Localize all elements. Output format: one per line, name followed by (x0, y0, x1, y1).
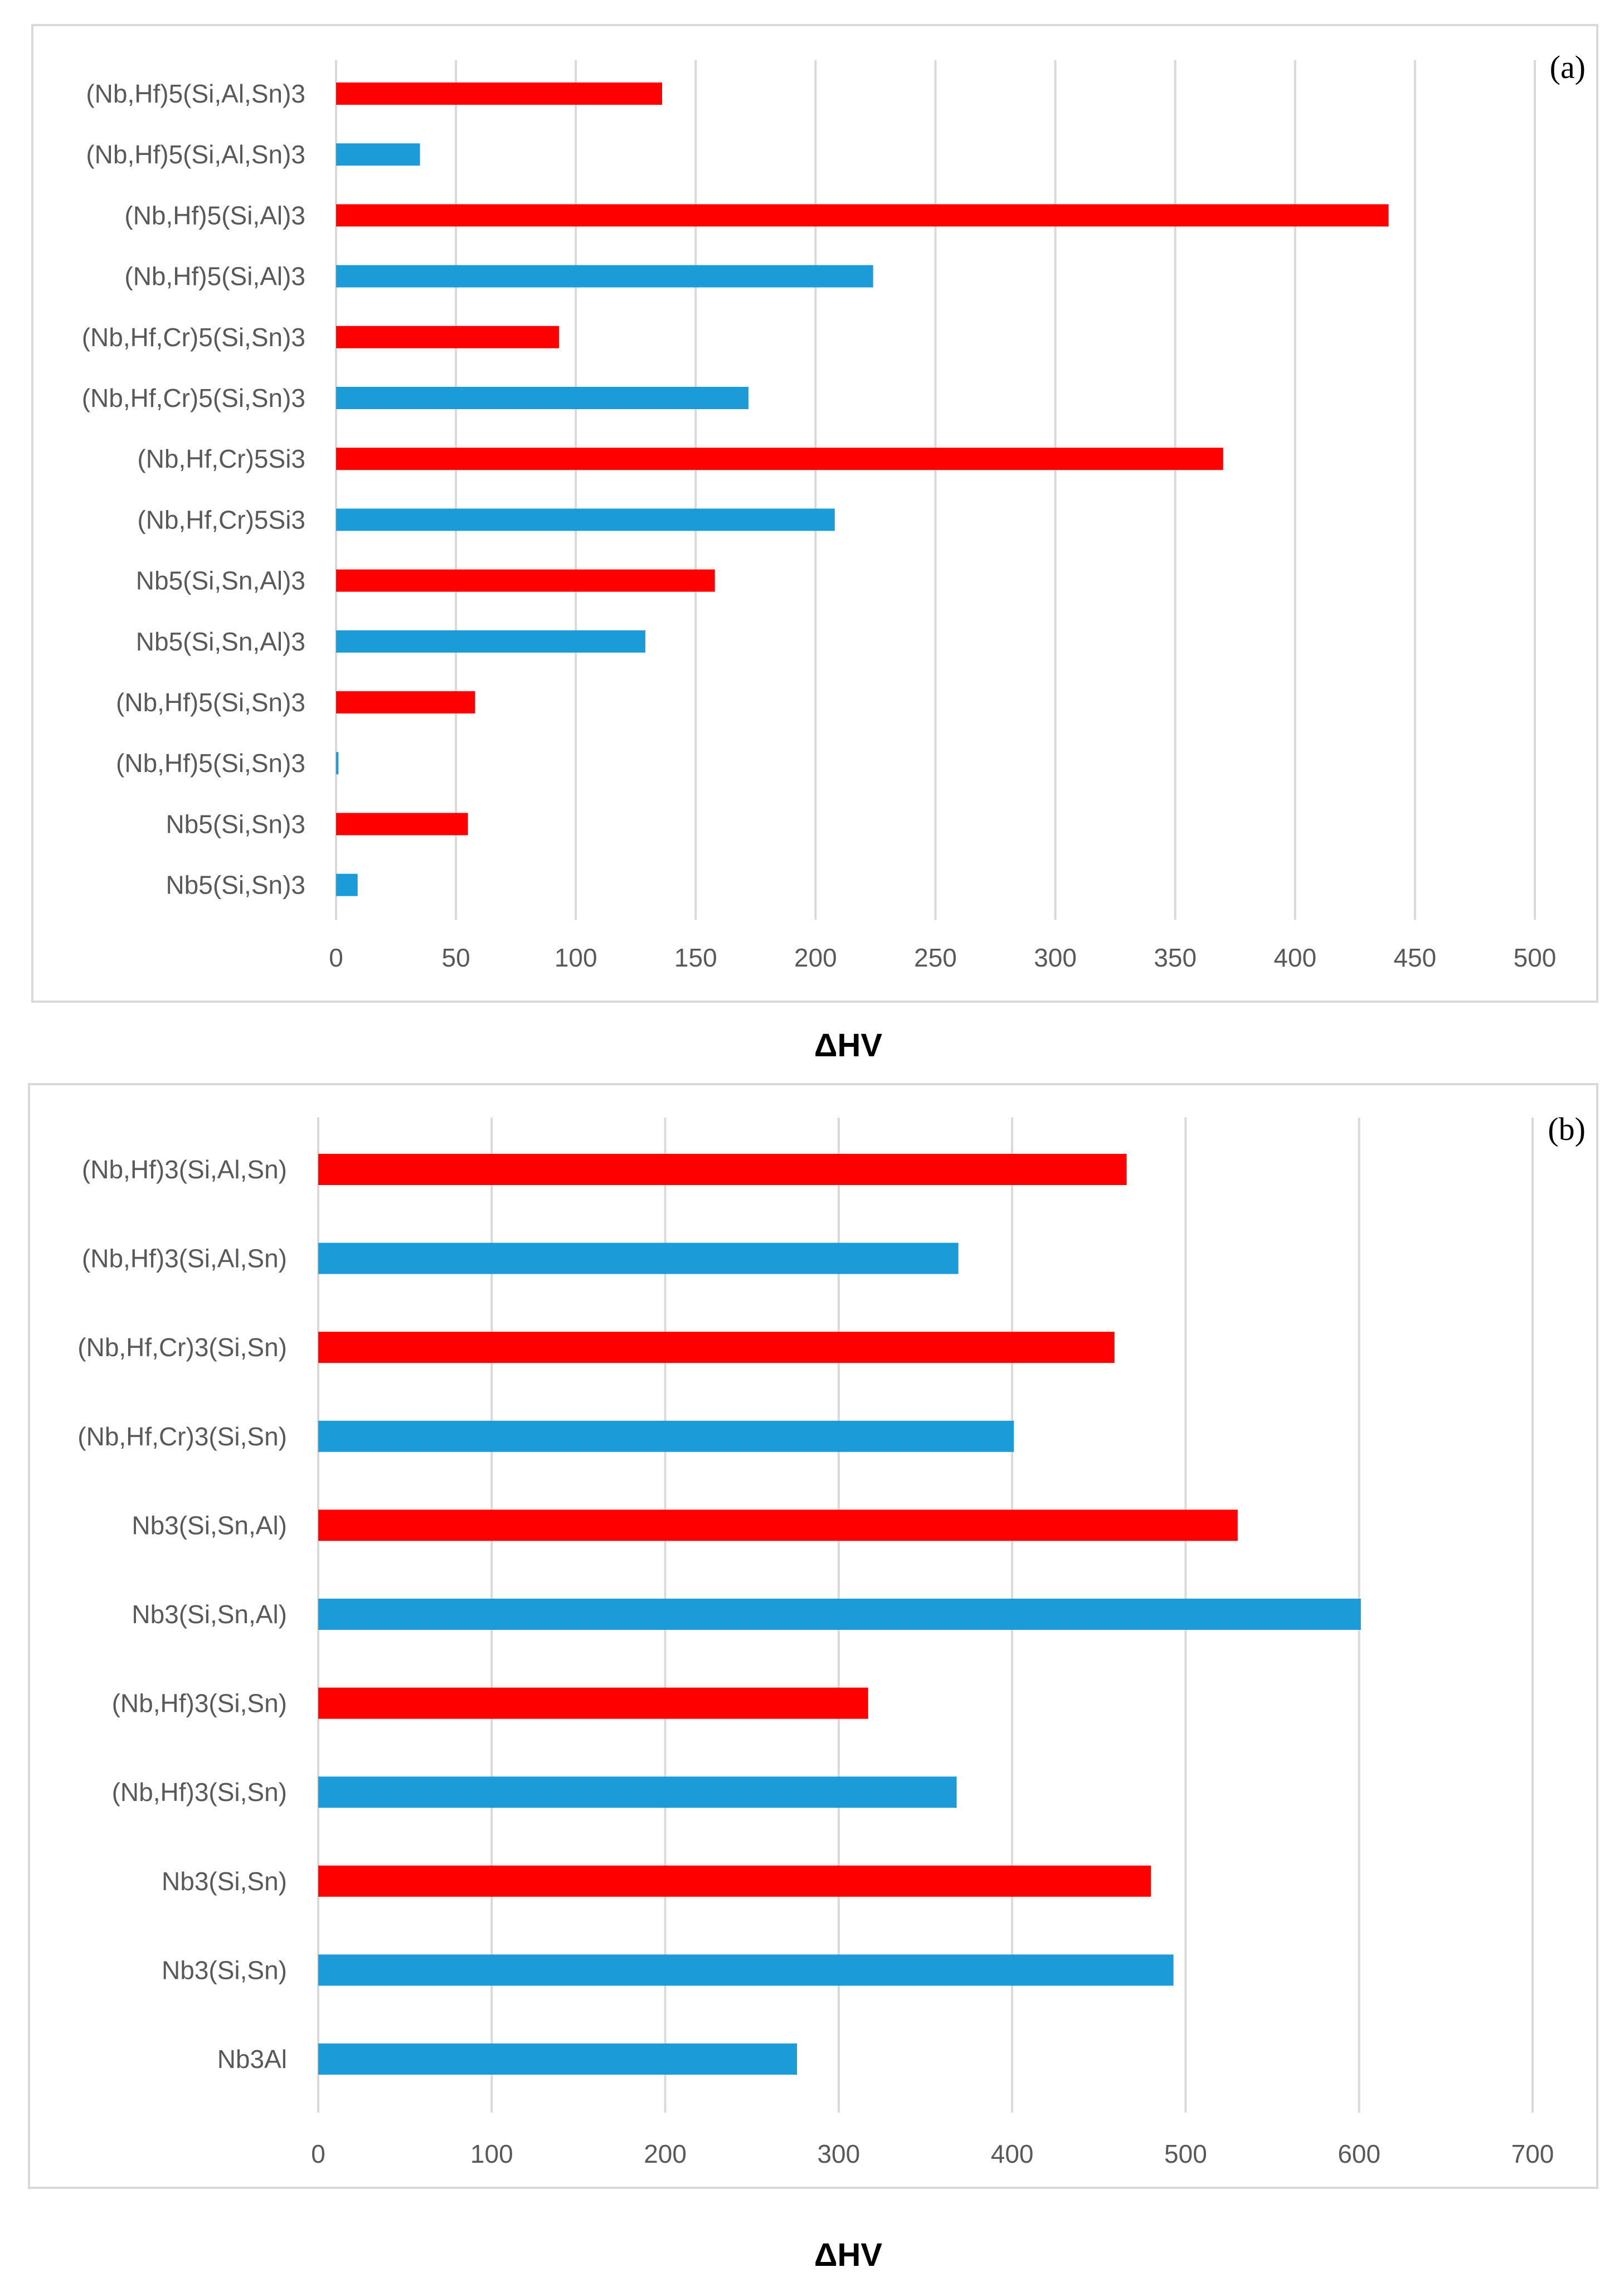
bar-blue (336, 630, 645, 653)
x-tick-label: 600 (1338, 2139, 1380, 2168)
category-label: (Nb,Hf)3(Si,Al,Sn) (82, 1244, 287, 1273)
bar-red (318, 1154, 1127, 1185)
bar-red (336, 813, 468, 836)
x-tick-label: 100 (555, 943, 597, 972)
bar-blue (318, 2043, 798, 2075)
bar-red (336, 691, 475, 713)
panel-b-label: (b) (1548, 1111, 1586, 1147)
panel-b-x-axis-title: ΔHV (814, 2237, 883, 2272)
x-tick-label: 400 (1273, 943, 1316, 972)
category-label: Nb3(Si,Sn,Al) (132, 1600, 287, 1629)
bar-red (336, 82, 663, 105)
category-label: (Nb,Hf)5(Si,Al)3 (124, 262, 305, 291)
category-label: (Nb,Hf)3(Si,Al,Sn) (82, 1155, 287, 1184)
bar-blue (336, 265, 873, 288)
x-tick-label: 250 (914, 943, 957, 972)
category-label: (Nb,Hf)5(Si,Al,Sn)3 (86, 140, 305, 169)
category-label: Nb3(Si,Sn) (162, 1955, 287, 1984)
panel-b-category-labels: (Nb,Hf)3(Si,Al,Sn) (Nb,Hf)3(Si,Al,Sn) (Nb,… (77, 1155, 287, 2074)
category-label: (Nb,Hf)5(Si,Al,Sn)3 (86, 79, 305, 108)
x-tick-label: 300 (817, 2139, 860, 2168)
category-label: (Nb,Hf,Cr)5(Si,Sn)3 (82, 323, 305, 352)
bar-blue (318, 1420, 1014, 1452)
category-label: Nb5(Si,Sn)3 (166, 871, 305, 900)
bar-blue (336, 143, 420, 166)
panel-a-category-labels: (Nb,Hf)5(Si,Al,Sn)3 (Nb,Hf)5(Si,Al,Sn)3 (N… (82, 79, 305, 900)
bar-red (318, 1687, 868, 1719)
bar-blue (336, 508, 835, 531)
x-tick-label: 300 (1034, 943, 1077, 972)
panel-a-bars (336, 82, 1389, 896)
bar-blue (336, 873, 358, 896)
bar-red (318, 1865, 1151, 1897)
category-label: (Nb,Hf,Cr)5Si3 (137, 444, 305, 473)
panel-a-gridlines (335, 60, 1536, 920)
x-tick-label: 700 (1511, 2139, 1554, 2168)
bar-blue (318, 1954, 1174, 1986)
bar-red (336, 204, 1389, 227)
bar-red (318, 1509, 1238, 1541)
x-tick-label: 350 (1154, 943, 1197, 972)
category-label: (Nb,Hf,Cr)3(Si,Sn) (77, 1422, 287, 1451)
category-label: (Nb,Hf)5(Si,Sn)3 (116, 749, 305, 778)
x-tick-label: 0 (311, 2139, 325, 2168)
bar-blue (318, 1599, 1361, 1630)
bar-blue (336, 752, 339, 775)
bar-blue (318, 1242, 959, 1274)
category-label: Nb3(Si,Sn,Al) (132, 1511, 287, 1540)
bar-red (336, 448, 1223, 470)
x-tick-label: 150 (674, 943, 717, 972)
x-tick-label: 500 (1164, 2139, 1207, 2168)
panel-a-tick-labels: 0 50 100 150 200 250 300 350 400 450 500 (329, 943, 1556, 972)
category-label: (Nb,Hf,Cr)5Si3 (137, 505, 305, 534)
x-tick-label: 50 (442, 943, 470, 972)
category-label: Nb5(Si,Sn,Al)3 (136, 627, 305, 656)
panel-b-tick-labels: 0 100 200 300 400 500 600 700 (311, 2139, 1554, 2168)
category-label: (Nb,Hf)3(Si,Sn) (112, 1689, 287, 1718)
bar-blue (318, 1776, 957, 1808)
category-label: (Nb,Hf,Cr)3(Si,Sn) (77, 1333, 287, 1362)
x-tick-label: 500 (1514, 943, 1557, 972)
category-label: Nb5(Si,Sn)3 (166, 809, 305, 838)
x-tick-label: 100 (470, 2139, 513, 2168)
panel-a-label: (a) (1550, 49, 1586, 85)
bar-blue (336, 387, 748, 409)
x-tick-label: 200 (794, 943, 837, 972)
panel-a-x-axis-title: ΔHV (814, 1027, 883, 1064)
panel-b-bars (318, 1154, 1361, 2075)
category-label: (Nb,Hf)3(Si,Sn) (112, 1778, 287, 1807)
category-label: (Nb,Hf)5(Si,Sn)3 (116, 688, 305, 717)
x-tick-label: 0 (329, 943, 343, 972)
category-label: Nb5(Si,Sn,Al)3 (136, 566, 305, 595)
x-tick-label: 200 (644, 2139, 687, 2168)
category-label: Nb3(Si,Sn) (162, 1867, 287, 1896)
category-label: Nb3Al (217, 2045, 287, 2074)
panel-b: (Nb,Hf)3(Si,Al,Sn) (Nb,Hf)3(Si,Al,Sn) (Nb,… (28, 1083, 1598, 2189)
x-tick-label: 400 (991, 2139, 1034, 2168)
bar-red (318, 1332, 1115, 1363)
panel-a: (Nb,Hf)5(Si,Al,Sn)3 (Nb,Hf)5(Si,Al,Sn)3 (N… (31, 24, 1598, 1003)
bar-red (336, 569, 715, 592)
category-label: (Nb,Hf)5(Si,Al)3 (124, 201, 305, 230)
x-tick-label: 450 (1394, 943, 1437, 972)
bar-red (336, 326, 560, 348)
category-label: (Nb,Hf,Cr)5(Si,Sn)3 (82, 383, 305, 412)
